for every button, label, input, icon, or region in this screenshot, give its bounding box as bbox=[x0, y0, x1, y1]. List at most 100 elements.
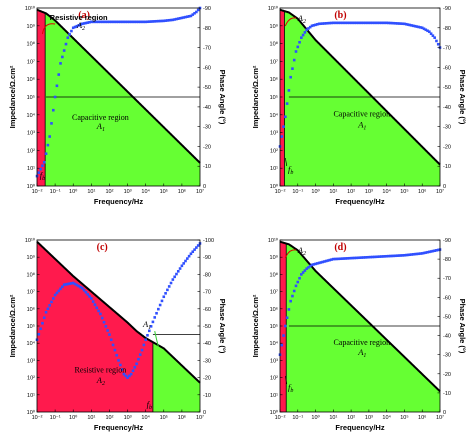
phase-point bbox=[300, 36, 303, 39]
y2-tick-label: -30 bbox=[443, 353, 451, 359]
phase-point bbox=[164, 292, 167, 295]
phase-point bbox=[155, 19, 158, 23]
phase-point bbox=[294, 50, 298, 53]
y2-tick-label: -80 bbox=[443, 26, 451, 32]
y-tick-label: 10⁷ bbox=[270, 58, 278, 65]
phase-point bbox=[317, 22, 321, 26]
y-tick-label: 10⁶ bbox=[270, 76, 278, 83]
y-tick-label: 10⁵ bbox=[270, 323, 278, 330]
phase-point bbox=[376, 255, 380, 259]
x-tick-label: 10² bbox=[347, 189, 355, 195]
phase-point bbox=[180, 16, 184, 20]
phase-point bbox=[413, 24, 417, 28]
phase-point bbox=[62, 49, 66, 52]
phase-point bbox=[380, 255, 383, 258]
phase-point bbox=[316, 262, 319, 265]
phase-point bbox=[50, 300, 53, 304]
fb-label-sub: b bbox=[290, 170, 293, 176]
capacitive-region-label: Capacitive region bbox=[333, 110, 390, 119]
x-tick-label: 10⁷ bbox=[436, 188, 444, 195]
phase-point bbox=[298, 40, 301, 44]
phase-point bbox=[300, 273, 303, 276]
phase-point bbox=[404, 22, 408, 26]
phase-point bbox=[360, 256, 364, 259]
phase-point bbox=[292, 58, 296, 62]
phase-point bbox=[193, 248, 196, 251]
phase-point bbox=[397, 22, 401, 25]
phase-point bbox=[182, 262, 185, 265]
phase-point bbox=[137, 357, 140, 361]
phase-point bbox=[120, 20, 124, 24]
y-tick-label: 10⁷ bbox=[27, 58, 35, 65]
phase-point bbox=[108, 333, 111, 336]
phase-point bbox=[64, 42, 68, 46]
region-fill-right bbox=[45, 12, 201, 187]
phase-point bbox=[353, 21, 356, 25]
phase-point bbox=[108, 20, 111, 24]
phase-point bbox=[88, 295, 91, 298]
phase-point bbox=[369, 21, 372, 25]
phase-point bbox=[326, 259, 330, 262]
phase-point bbox=[82, 288, 86, 292]
x-tick-label: 10³ bbox=[124, 189, 132, 195]
phase-point bbox=[90, 297, 93, 300]
phase-point bbox=[417, 25, 420, 29]
phase-point bbox=[167, 18, 171, 22]
capacitive-symbol: A1 bbox=[357, 119, 366, 131]
resistive-symbol-symbol: A bbox=[76, 20, 83, 30]
resistive-symbol-sub: 2 bbox=[303, 19, 306, 25]
phase-point bbox=[124, 374, 128, 378]
phase-point bbox=[307, 266, 310, 269]
phase-point bbox=[319, 22, 323, 25]
y2-tick-label: -30 bbox=[443, 125, 451, 131]
x-tick-label: 10² bbox=[105, 189, 113, 195]
phase-point bbox=[319, 261, 323, 264]
phase-point bbox=[187, 15, 191, 18]
resistive-symbol-symbol: A bbox=[297, 245, 304, 255]
phase-point bbox=[171, 18, 175, 22]
phase-point bbox=[348, 21, 351, 25]
x-tick-label: 10⁻¹ bbox=[50, 415, 61, 421]
phase-point bbox=[196, 244, 200, 247]
phase-point bbox=[285, 316, 289, 320]
y-tick-label: 10¹⁰ bbox=[25, 237, 36, 244]
phase-point bbox=[328, 258, 332, 262]
phase-point bbox=[109, 20, 113, 24]
phase-point bbox=[419, 26, 422, 29]
phase-point bbox=[314, 23, 317, 27]
y2-tick-label: 0 bbox=[443, 184, 446, 190]
x-tick-label: 10¹ bbox=[87, 415, 95, 421]
phase-series bbox=[278, 21, 442, 148]
phase-point bbox=[66, 36, 70, 39]
phase-point bbox=[146, 333, 149, 337]
phase-point bbox=[70, 282, 73, 285]
phase-point bbox=[316, 23, 319, 26]
phase-point bbox=[436, 248, 440, 252]
panel-label: (c) bbox=[97, 242, 108, 253]
phase-point bbox=[77, 24, 80, 27]
y2-tick-label: -20 bbox=[443, 372, 451, 378]
phase-point bbox=[55, 84, 59, 88]
y2-tick-label: -90 bbox=[443, 6, 451, 12]
fb-label-symbol: f bbox=[40, 170, 44, 180]
phase-point bbox=[388, 254, 392, 258]
impedance-series bbox=[36, 8, 201, 164]
phase-point bbox=[388, 21, 392, 25]
phase-point bbox=[424, 28, 428, 32]
phase-point bbox=[294, 284, 298, 288]
phase-point bbox=[349, 21, 353, 25]
y2-tick-label: -90 bbox=[203, 6, 211, 12]
phase-point bbox=[372, 255, 376, 259]
capacitive-symbol-sub: 1 bbox=[102, 127, 105, 133]
phase-point bbox=[129, 20, 133, 24]
phase-point bbox=[84, 21, 88, 25]
phase-point bbox=[424, 251, 428, 254]
phase-point bbox=[111, 343, 115, 347]
phase-point bbox=[99, 20, 102, 24]
phase-point bbox=[305, 267, 308, 270]
x-tick-label: 10⁰ bbox=[69, 188, 78, 195]
phase-point bbox=[196, 8, 200, 12]
phase-point bbox=[308, 25, 312, 29]
phase-point bbox=[339, 21, 342, 25]
phase-point bbox=[310, 24, 314, 28]
